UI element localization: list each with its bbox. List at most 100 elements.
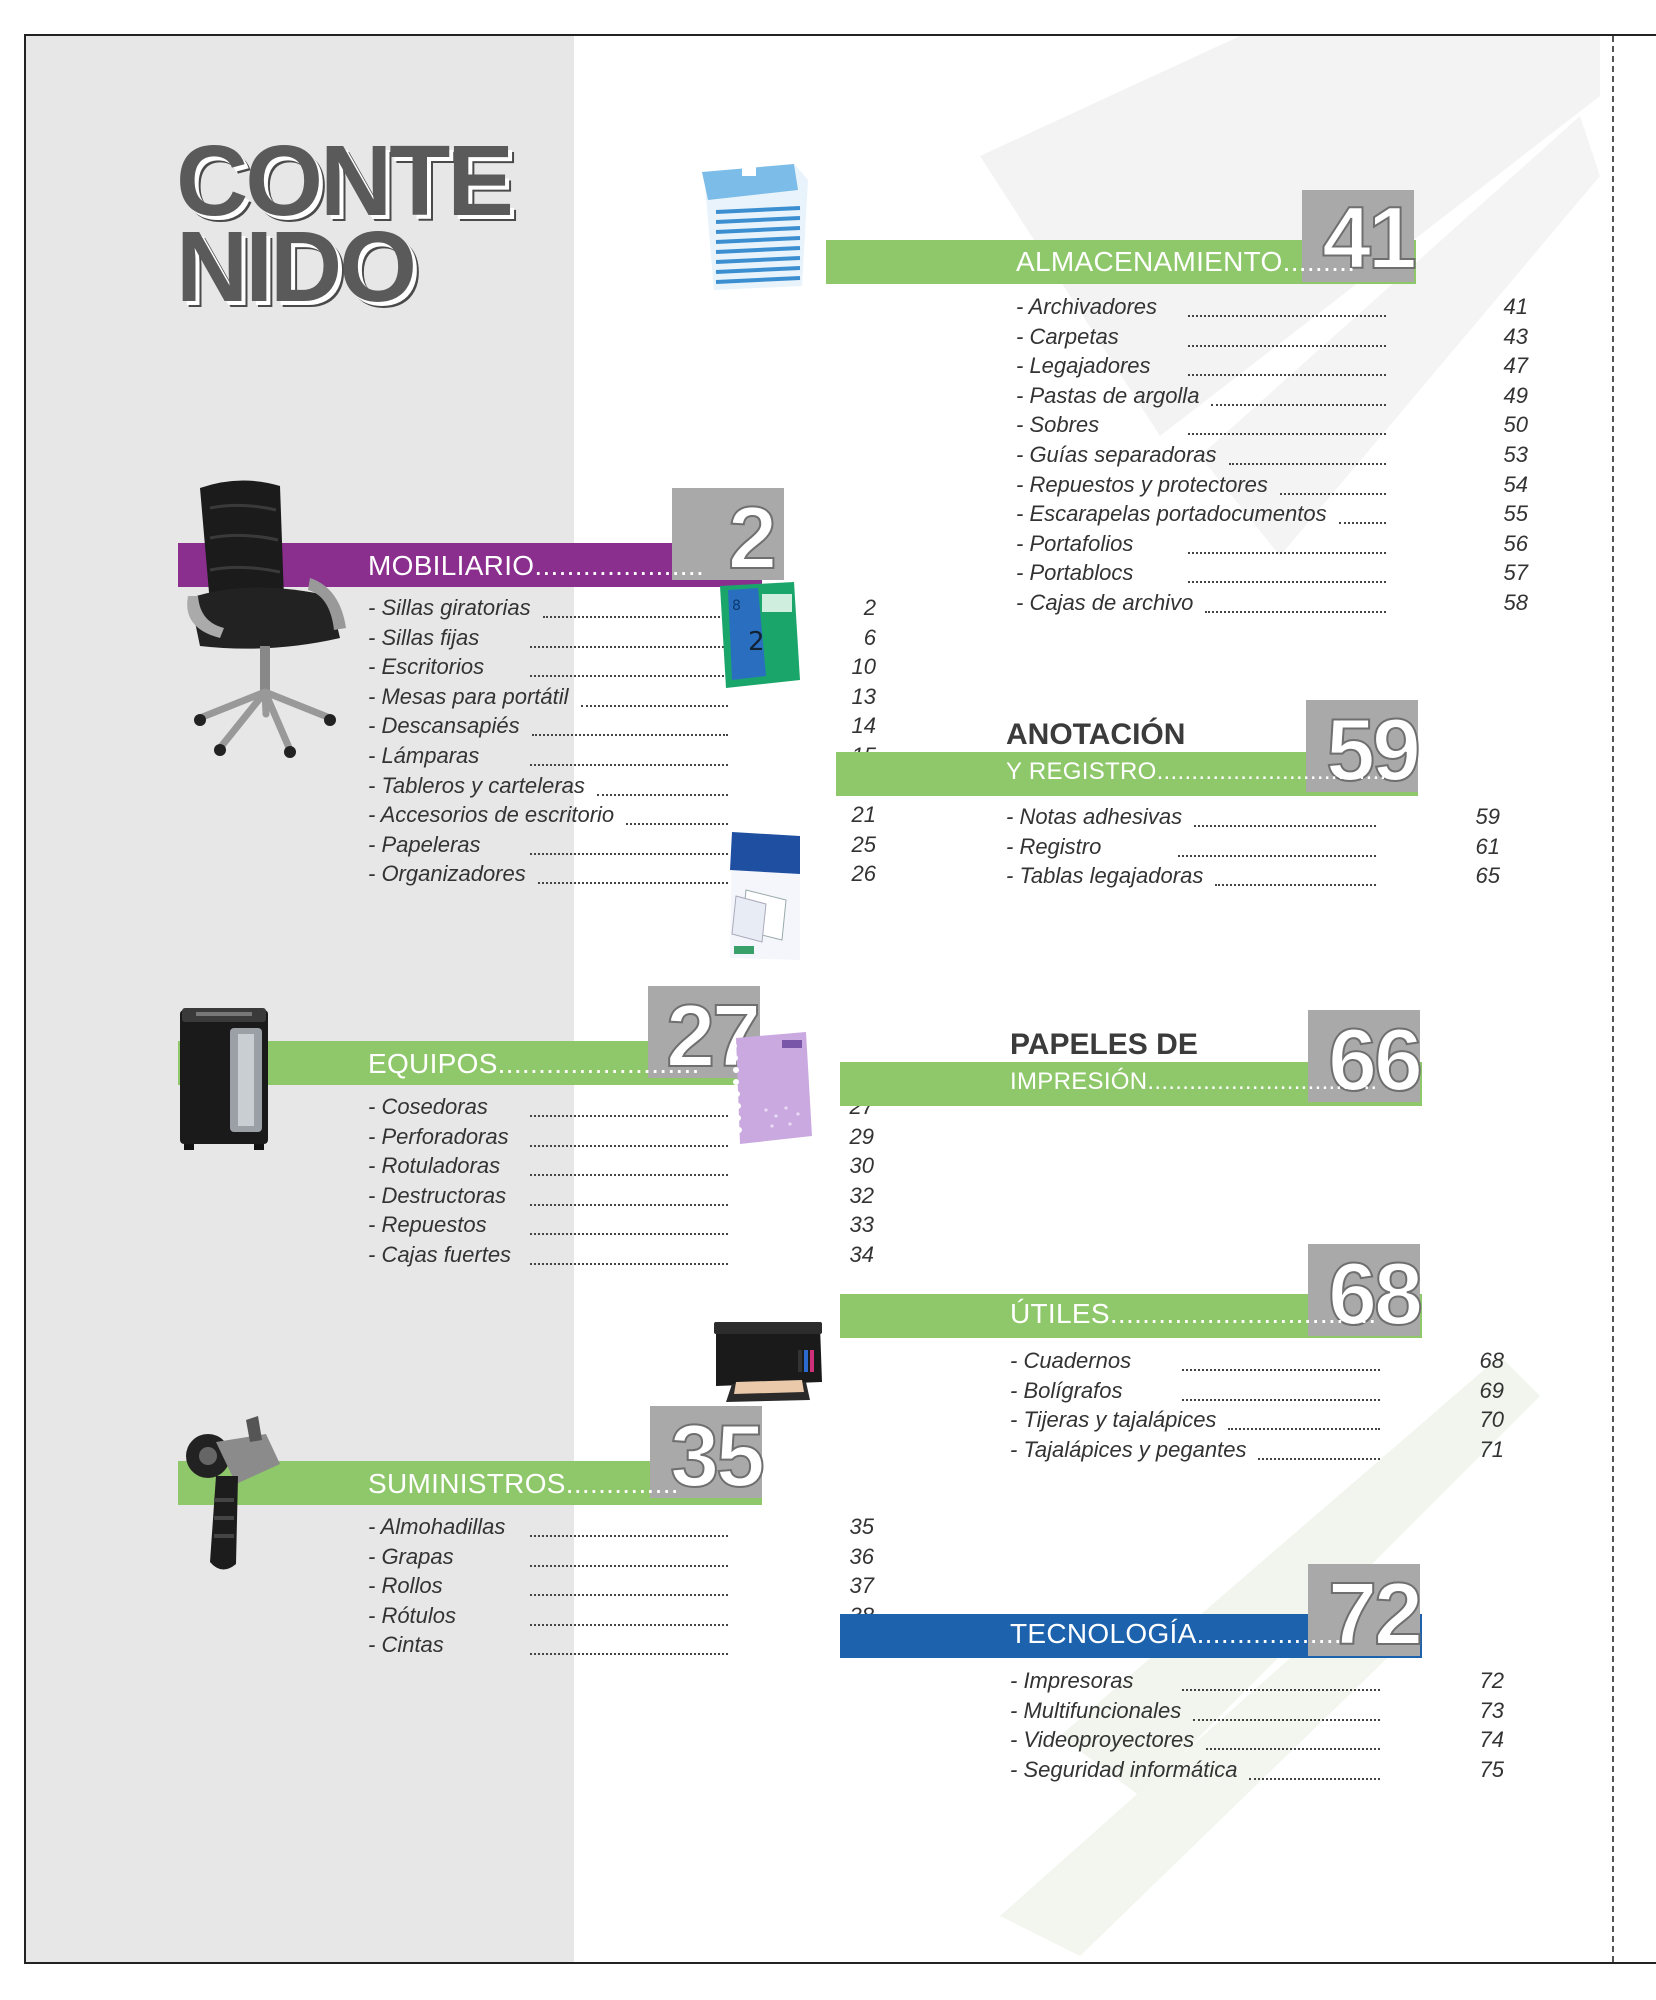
toc-item-page: 26 (851, 861, 876, 887)
toc-row: - Cajas de archivo 58 (1016, 590, 1528, 619)
toc-item-page: 10 (851, 654, 876, 680)
toc-item-page: 2 (863, 595, 876, 620)
toc-item-page: 29 (849, 1123, 874, 1149)
background-brush-strokes (980, 36, 1600, 1956)
toc-item-label: - Legajadores (1016, 353, 1151, 379)
toc-row: - Portablocs 57 (1016, 560, 1528, 589)
toc-item-label: - Registro (1006, 833, 1102, 859)
toc-dot-leader (530, 1564, 728, 1567)
page-number-box (1306, 700, 1418, 792)
toc-dot-leader (530, 1535, 728, 1537)
toc-dot-leader (530, 1174, 728, 1177)
toc-row: - Cintas39 (368, 1632, 874, 1661)
toc-item-page: 72 (1479, 1668, 1504, 1693)
toc-row: - Rótulos38 (368, 1603, 874, 1632)
toc-item-page: 30 (849, 1153, 874, 1179)
item-list: - Sillas giratorias 2 - Sillas fijas 6 - Esc… (368, 595, 876, 891)
section-utiles: 68 ÚTILES...............................… (840, 1244, 1504, 1474)
toc-item-page: 65 (1475, 863, 1500, 889)
toc-item-label: - Papeleras (368, 831, 481, 857)
title-line-1: CONTE (176, 125, 514, 237)
toc-dot-leader (1178, 854, 1376, 857)
section-page-number: 41 (1321, 188, 1418, 287)
toc-row: - Accesorios de escritorio 21 (368, 802, 876, 831)
toc-dot-leader (597, 793, 728, 796)
toc-item-label: - Tijeras y tajalápices (1010, 1407, 1217, 1433)
item-list: - Almohadillas 35 - Grapas 36 - Rollos 37 - Ró… (368, 1514, 874, 1662)
toc-dot-leader (1188, 581, 1386, 584)
toc-item-label: - Tablas legajadoras (1006, 863, 1204, 889)
toc-item-page: 6 (863, 624, 876, 650)
toc-item-label: - Sobres (1016, 412, 1100, 438)
item-list: - Impresoras 72 - Multifuncionales 73 - Vide… (1010, 1668, 1504, 1786)
toc-row: - Archivadores 41 (1016, 294, 1528, 323)
toc-item-label: - Cuadernos (1010, 1348, 1132, 1373)
office-chair-image (187, 480, 346, 758)
item-list: - Notas adhesivas 59 - Registro 61 - Tablas … (1006, 804, 1500, 893)
toc-row: - Guías separadoras 53 (1016, 442, 1528, 471)
toc-row: - Escritorios 10 (368, 654, 876, 683)
toc-dot-leader (530, 1263, 728, 1265)
toc-dot-leader (1211, 403, 1386, 406)
toc-row: - Grapas 36 (368, 1544, 874, 1573)
toc-dot-leader (626, 823, 728, 826)
toc-item-label: - Accesorios de escritorio (368, 802, 615, 828)
toc-row: - Rotuladoras 30 (368, 1153, 874, 1182)
toc-row: - Repuestos 33 (368, 1212, 874, 1241)
toc-row: - Escarapelas portadocumentos 55 (1016, 501, 1528, 530)
toc-item-page: 43 (1503, 323, 1528, 349)
toc-dot-leader (530, 1203, 728, 1206)
toc-dot-leader (530, 1594, 728, 1597)
toc-item-label: - Tableros y carteleras (368, 772, 585, 798)
section-title-line-2: Y REGISTRO..............................… (1006, 758, 1387, 785)
page-number-box (1308, 1010, 1420, 1102)
toc-item-page: 59 (1475, 804, 1500, 829)
toc-row: - Destructoras 32 (368, 1182, 874, 1212)
section-page-number: 35 (669, 1406, 766, 1505)
toc-dot-leader (532, 734, 728, 737)
toc-row: - Legajadores 47 (1016, 353, 1528, 382)
toc-item-label: - Seguridad informática (1010, 1756, 1238, 1782)
toc-item-page: 35 (849, 1514, 874, 1539)
toc-row: - Tajalápices y pegantes 71 (1010, 1437, 1504, 1466)
toc-dot-leader (1188, 374, 1386, 377)
toc-item-label: - Escarapelas portadocumentos (1016, 501, 1327, 527)
toc-item-page: 13 (851, 683, 876, 709)
toc-dot-leader (1182, 1689, 1380, 1691)
toc-row: - Registro 61 (1006, 833, 1500, 863)
toc-item-label: - Lámparas (368, 743, 480, 768)
toc-item-page: 33 (849, 1212, 874, 1238)
toc-item-page: 69 (1479, 1377, 1504, 1403)
toc-row: - Cuadernos 68 (1010, 1348, 1504, 1377)
page-number-box (672, 488, 784, 580)
section-title-line-1: PAPELES DE (1010, 1028, 1198, 1061)
file-folder-image (702, 164, 808, 290)
toc-item-page: 50 (1503, 412, 1528, 438)
page-title: CONTE NIDO (176, 125, 514, 317)
toc-row: - Cosedoras 27 (368, 1094, 874, 1123)
section-title: ALMACENAMIENTO......... (1016, 246, 1356, 277)
toc-row: - Almohadillas 35 (368, 1514, 874, 1543)
toc-item-page: 73 (1479, 1697, 1504, 1723)
printer-image (714, 1322, 822, 1402)
toc-item-page: 41 (1503, 294, 1528, 319)
section-title: EQUIPOS......................... (368, 1048, 700, 1079)
toc-item-page: 57 (1503, 560, 1528, 586)
toc-item-label: - Organizadores (368, 861, 526, 887)
toc-item-page: 47 (1503, 353, 1528, 379)
toc-dot-leader (1188, 315, 1386, 317)
toc-dot-leader (530, 645, 728, 648)
toc-item-page: 36 (849, 1543, 874, 1569)
left-grey-panel (26, 36, 574, 1962)
toc-row: - Pastas de argolla 49 (1016, 383, 1528, 412)
toc-item-label: - Guías separadoras (1016, 442, 1217, 467)
toc-row: - Tijeras y tajalápices 70 (1010, 1407, 1504, 1436)
toc-row: - Carpetas 43 (1016, 323, 1528, 353)
toc-item-label: - Mesas para portátil (368, 683, 569, 709)
toc-item-label: - Destructoras (368, 1182, 507, 1208)
toc-dot-leader (1193, 1718, 1380, 1721)
toc-item-page: 70 (1479, 1407, 1504, 1433)
toc-item-label: - Carpetas (1016, 323, 1119, 349)
toc-item-label: - Bolígrafos (1010, 1377, 1123, 1403)
toc-item-label: - Cintas (368, 1632, 444, 1658)
